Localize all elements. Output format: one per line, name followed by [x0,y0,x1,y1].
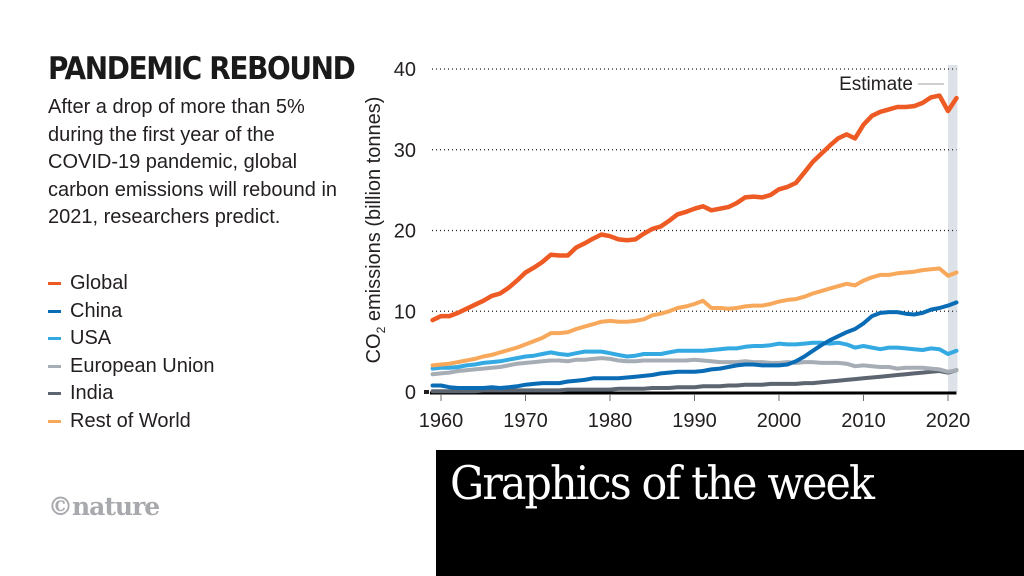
legend-swatch [48,392,61,396]
chart-description: After a drop of more than 5% during the … [48,96,338,228]
x-tick-label: 1960 [419,410,464,432]
legend-label: USA [70,327,112,350]
legend-label: Global [70,272,128,295]
nature-logo: ©nature [48,492,160,521]
chart-title: PANDEMIC REBOUND [48,51,356,87]
x-tick-label: 2000 [757,410,802,432]
series-line-usa [430,340,959,371]
y-tick-label: 0 [405,382,416,404]
legend-item-rest-of-world: Rest of World [48,408,215,436]
y-tick-label: 40 [394,59,416,81]
y-tick-label: 30 [394,140,416,162]
estimate-annotation: Estimate [839,74,913,95]
series-line-rest-of-world [430,266,959,368]
estimate-band [948,65,958,392]
x-tick-label: 1970 [503,410,548,432]
series-line-india [430,368,959,394]
y-tick-label: 20 [394,221,416,243]
legend-swatch [48,337,61,341]
y-axis-label-rest: emissions (billion tonnes) [363,97,385,327]
series-line-european-union [430,356,959,377]
series-line-global [430,93,959,323]
x-tick-label: 1990 [672,410,717,432]
legend-item-eu: European Union [48,353,215,381]
y-axis-label-main: CO [363,333,385,363]
legend-swatch [48,364,61,368]
legend-item-usa: USA [48,325,215,353]
banner-text: Graphics of the week [450,456,875,510]
y-axis-label: CO2 emissions (billion tonnes) [363,97,388,364]
legend-swatch [48,282,61,286]
axis-origin-marker [424,390,429,394]
legend-swatch [48,309,61,313]
legend-swatch [48,419,61,423]
legend-item-china: China [48,298,215,326]
x-tick-label: 2010 [841,410,886,432]
x-tick-label: 1980 [588,410,633,432]
legend-item-global: Global [48,270,215,298]
legend-label: Rest of World [70,409,191,432]
series-line-china [430,300,959,390]
y-axis-label-subscript: 2 [374,326,388,333]
legend: Global China USA European Union India Re… [48,270,215,435]
x-tick-label: 2020 [926,410,971,432]
legend-label: China [70,299,123,322]
legend-item-india: India [48,380,215,408]
banner: Graphics of the week [436,450,1024,576]
y-tick-label: 10 [394,301,416,323]
legend-label: European Union [70,354,215,377]
legend-label: India [70,382,114,405]
